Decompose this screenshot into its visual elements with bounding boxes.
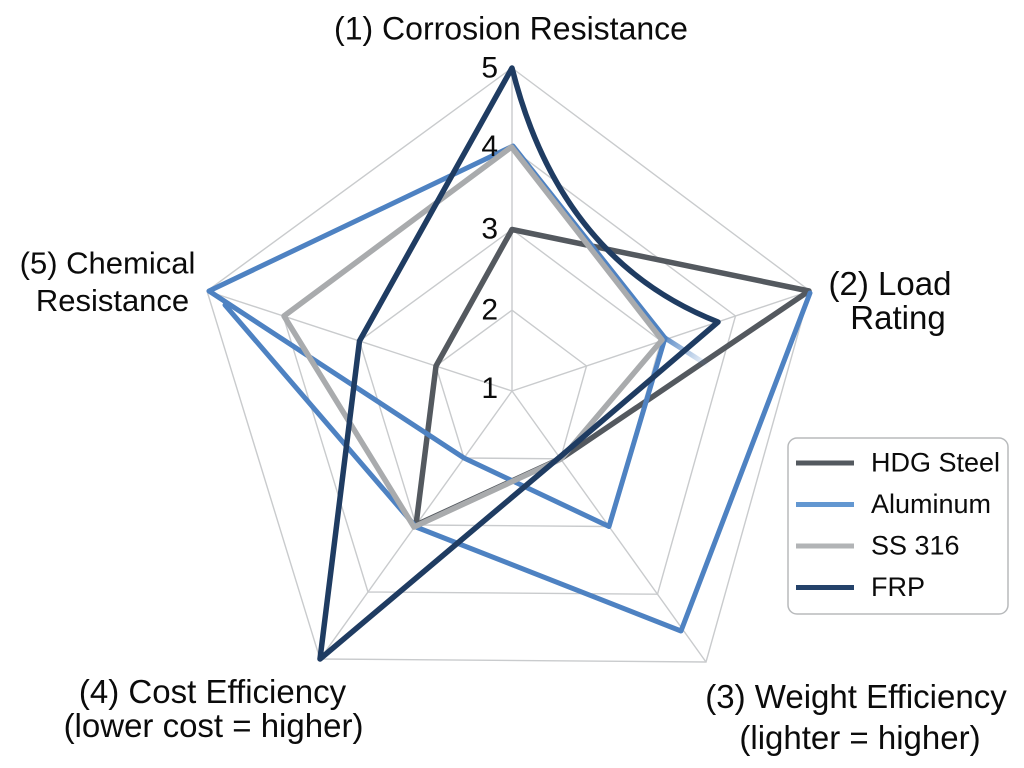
svg-text:3: 3 <box>481 213 498 246</box>
svg-text:Rating: Rating <box>850 299 945 336</box>
svg-text:(4) Cost Efficiency: (4) Cost Efficiency <box>79 673 347 710</box>
svg-text:5: 5 <box>481 52 498 85</box>
svg-text:(lighter = higher): (lighter = higher) <box>739 719 980 756</box>
svg-text:(lower cost = higher): (lower cost = higher) <box>64 707 364 744</box>
svg-text:4: 4 <box>481 130 498 163</box>
svg-text:FRP: FRP <box>871 572 925 602</box>
svg-text:Resistance: Resistance <box>36 283 189 318</box>
svg-text:(3) Weight Efficiency: (3) Weight Efficiency <box>705 678 1007 715</box>
svg-text:(5) Chemical: (5) Chemical <box>20 246 196 281</box>
svg-text:Aluminum: Aluminum <box>871 489 991 519</box>
svg-text:(1) Corrosion Resistance: (1) Corrosion Resistance <box>334 11 688 47</box>
svg-text:1: 1 <box>481 372 498 405</box>
svg-text:SS 316: SS 316 <box>871 531 960 561</box>
svg-text:(2) Load: (2) Load <box>829 265 952 302</box>
svg-text:HDG Steel: HDG Steel <box>871 448 1000 478</box>
svg-text:2: 2 <box>481 294 498 327</box>
